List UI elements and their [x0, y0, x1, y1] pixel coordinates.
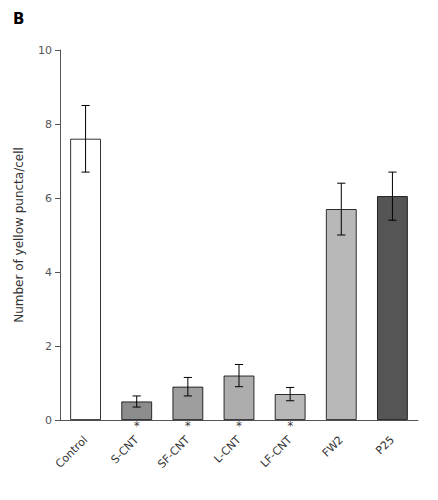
svg-text:SF-CNT: SF-CNT — [155, 433, 193, 471]
svg-text:B: B — [13, 10, 24, 28]
svg-text:4: 4 — [45, 266, 52, 279]
svg-text:P25: P25 — [373, 433, 397, 457]
svg-text:LF-CNT: LF-CNT — [258, 433, 295, 470]
svg-text:Number of yellow puncta/cell: Number of yellow puncta/cell — [12, 147, 26, 323]
svg-text:*: * — [236, 419, 242, 433]
svg-text:L-CNT: L-CNT — [211, 433, 243, 465]
svg-text:FW2: FW2 — [320, 433, 346, 459]
svg-text:0: 0 — [45, 414, 52, 427]
svg-text:6: 6 — [45, 192, 52, 205]
svg-text:2: 2 — [45, 340, 52, 353]
svg-text:Control: Control — [53, 433, 90, 470]
svg-text:*: * — [185, 419, 191, 433]
svg-text:8: 8 — [45, 118, 52, 131]
svg-text:*: * — [287, 419, 293, 433]
svg-text:*: * — [134, 419, 140, 433]
svg-text:10: 10 — [38, 44, 52, 57]
svg-text:S-CNT: S-CNT — [108, 433, 141, 466]
